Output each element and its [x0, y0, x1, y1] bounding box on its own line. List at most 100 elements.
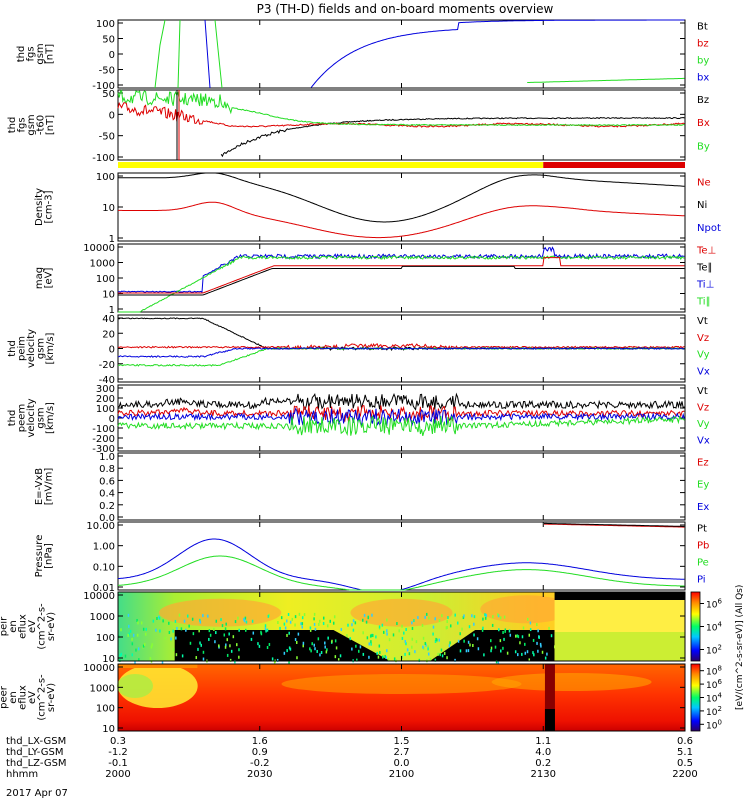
y-axis-label-line: sr-eV) [46, 683, 57, 712]
heatmap-cell [550, 634, 553, 638]
heatmap-cell [421, 623, 424, 627]
heatmap-cell [252, 631, 255, 635]
heatmap-cell [223, 633, 226, 637]
x-row-label: thd_LY-GSM [6, 747, 63, 758]
heatmap-cell [369, 634, 372, 638]
colorbar-electrons [690, 663, 701, 732]
heatmap-cell [180, 627, 183, 631]
heatmap-cell [521, 652, 523, 656]
y-axis-label-line: [cm-3] [44, 190, 55, 223]
heatmap-cell [188, 624, 190, 628]
heatmap-cell [352, 628, 355, 632]
colorbar-tick-base: 10 [706, 695, 718, 705]
x-tick-label-ly: 0.9 [252, 747, 268, 758]
heatmap-cell [200, 643, 202, 647]
panel-frame [117, 521, 686, 591]
legend-entry: Bz [697, 95, 709, 106]
heatmap-region [544, 664, 555, 731]
y-tick-label: 0 [109, 50, 115, 61]
heatmap-cell [208, 629, 211, 633]
colorbars: [eV/(cm^2-s-sr-eV)] (All Qs) 10610410210… [690, 585, 745, 732]
y-tick-label: 200 [96, 394, 115, 405]
y-axis-label: Pressure[nPa] [34, 535, 55, 578]
heatmap-cell [528, 633, 531, 637]
y-tick-label: -40 [99, 375, 115, 386]
heatmap-cell [226, 653, 229, 657]
heatmap-cell [329, 619, 331, 623]
heatmap-cell [313, 643, 315, 647]
series-by [527, 77, 685, 83]
heatmap-cell [183, 619, 186, 623]
heatmap-cell [244, 616, 247, 620]
heatmap-cell [363, 613, 366, 617]
heatmap-cell [120, 652, 123, 656]
heatmap-cell [377, 655, 380, 659]
y-axis-label-line: (cm^2-s- [37, 603, 48, 650]
heatmap-cell [506, 651, 509, 655]
y-tick-label: 10 [102, 724, 115, 735]
colorbar-tick-base: 10 [706, 668, 718, 678]
heatmap-cell [164, 636, 167, 640]
heatmap-cell [128, 624, 130, 628]
heatmap-cell [497, 660, 500, 664]
y-tick-label: 50 [102, 35, 115, 46]
heatmap-cell [207, 614, 209, 618]
panel-fgs_total: 100 50 0 -50 -100 thdfgsgsm[nT] Bt bz by bx [16, 19, 709, 92]
heatmap-cell [288, 646, 291, 650]
heatmap-cell [191, 617, 194, 621]
heatmap-cell [434, 639, 437, 643]
heatmap-cell [260, 632, 263, 636]
panel-pressure: 10.00 1.00 0.10 0.01 Pressure[nPa] Pt Pb Pe Pi [34, 521, 709, 594]
series-vz [117, 343, 685, 351]
legend-entry: Pi [697, 574, 706, 585]
y-axis-label-line: [eV] [44, 268, 55, 289]
heatmap-cell [422, 646, 425, 650]
heatmap-cell [225, 643, 227, 647]
series-by [214, 19, 223, 89]
heatmap-cell [546, 652, 548, 656]
legend-entry: Pb [697, 540, 709, 551]
heatmap-cell [538, 635, 540, 639]
y-axis-label-line: eflux [18, 685, 29, 710]
heatmap-cell [541, 650, 544, 654]
colorbar-tick-base: 10 [706, 681, 718, 691]
heatmap-cell [168, 631, 171, 635]
heatmap-cell [437, 652, 439, 656]
heatmap-cell [362, 652, 365, 656]
legend-entry: Vy [697, 419, 710, 430]
colorbar-tick-exp: 6 [717, 598, 722, 606]
heatmap-cell [286, 619, 288, 623]
panel-frame [117, 19, 686, 89]
heatmap-cell [448, 644, 451, 648]
y-axis-label-line: thd [7, 410, 18, 427]
heatmap-cell [309, 628, 312, 632]
x-tick-label-lx: 0.6 [677, 736, 693, 747]
heatmap-cell [311, 642, 313, 646]
y-tick-label: -100 [92, 424, 115, 435]
heatmap-cell [386, 649, 388, 653]
heatmap-cell [498, 628, 500, 632]
heatmap-cell [192, 632, 195, 636]
heatmap-cell [181, 654, 184, 658]
heatmap-cell [234, 660, 236, 664]
heatmap-cell [424, 615, 426, 619]
heatmap-cell [522, 626, 525, 630]
colorbar-tick-exp: 2 [717, 644, 721, 652]
panel-peer_eflux: 10000 1000 100 10 thdpeerenefluxeV(cm^2-s-sr… [0, 663, 686, 735]
heatmap-cell [245, 620, 248, 624]
heatmap-cell [544, 656, 547, 660]
y-tick-label: 1000 [90, 683, 115, 694]
heatmap-cell [313, 617, 315, 621]
heatmap-cell [131, 642, 134, 646]
heatmap-cell [509, 633, 512, 637]
heatmap-cell [294, 623, 296, 627]
heatmap-cell [401, 624, 403, 628]
heatmap-cell [529, 621, 532, 625]
heatmap-cell [346, 634, 348, 638]
y-axis-label-line: gsm [36, 407, 47, 428]
heatmap-cell [500, 649, 502, 653]
heatmap-cell [467, 649, 470, 653]
heatmap-cell [162, 619, 164, 623]
heatmap-cell [517, 635, 520, 639]
colorbar-tick-exp: 0 [717, 718, 721, 726]
